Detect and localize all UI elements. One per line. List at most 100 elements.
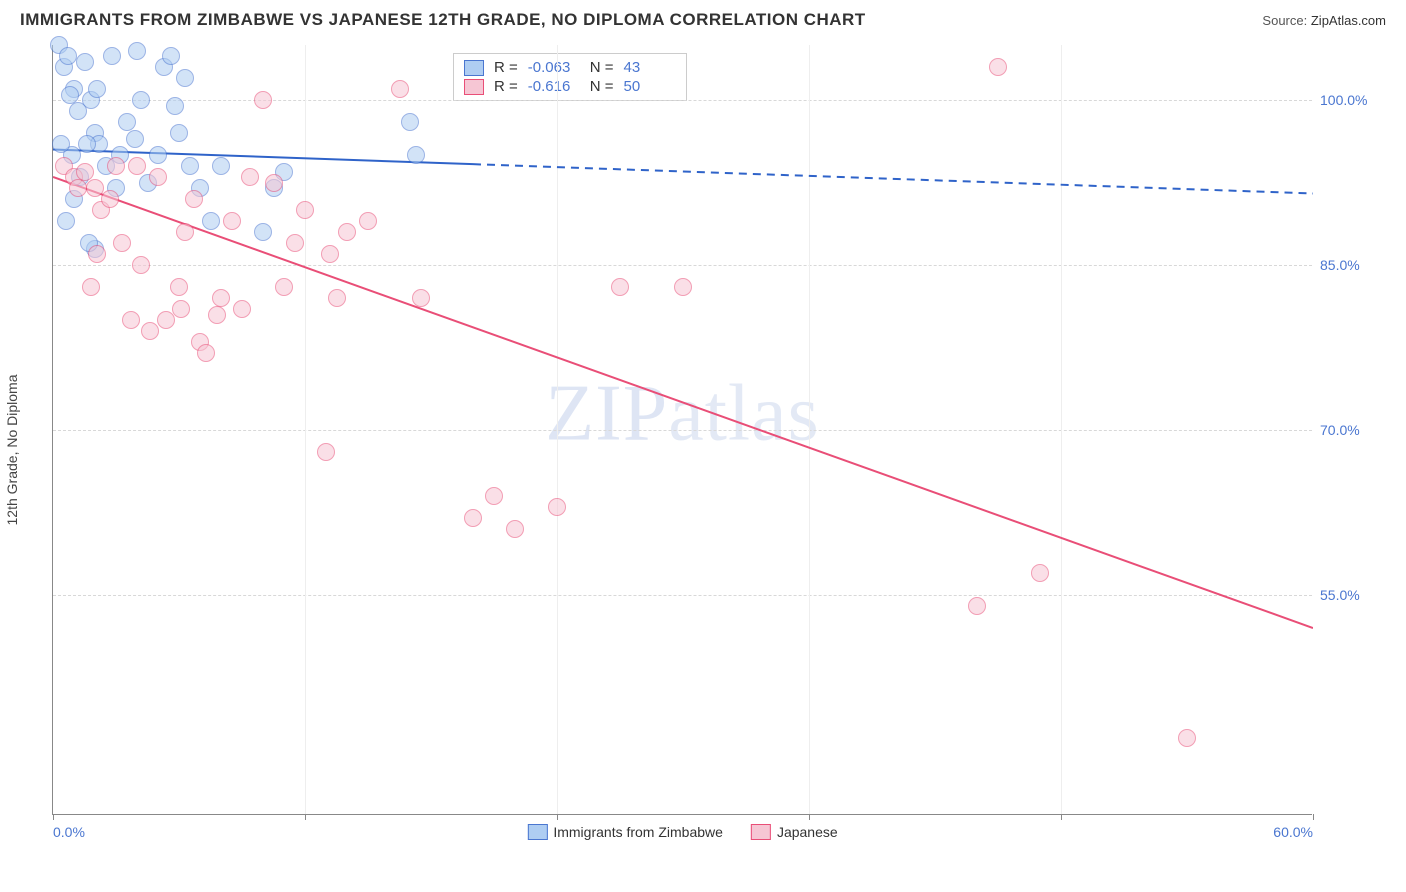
data-point-japanese [275,278,293,296]
data-point-japanese [674,278,692,296]
data-point-zimbabwe [176,69,194,87]
data-point-zimbabwe [401,113,419,131]
data-point-japanese [172,300,190,318]
source-attribution: Source: ZipAtlas.com [1262,13,1386,28]
data-point-japanese [141,322,159,340]
data-point-japanese [968,597,986,615]
data-point-japanese [128,157,146,175]
data-point-japanese [1178,729,1196,747]
data-point-japanese [208,306,226,324]
data-point-zimbabwe [407,146,425,164]
legend-row-japanese: R = -0.616 N = 50 [464,77,676,96]
trendline-solid-japanese [53,177,1313,628]
plot-area: ZIPatlas R = -0.063 N = 43 R = -0.616 N … [52,45,1312,815]
data-point-japanese [506,520,524,538]
watermark-logo: ZIPatlas [545,369,820,460]
y-tick-label: 55.0% [1320,587,1390,603]
data-point-japanese [359,212,377,230]
x-tick [1313,814,1314,820]
data-point-zimbabwe [132,91,150,109]
legend-label-zimbabwe: Immigrants from Zimbabwe [553,824,723,840]
trendline-dashed-zimbabwe [473,164,1313,193]
y-tick-label: 100.0% [1320,92,1390,108]
data-point-japanese [317,443,335,461]
data-point-zimbabwe [128,42,146,60]
data-point-japanese [391,80,409,98]
n-label: N = [590,59,614,76]
data-point-japanese [241,168,259,186]
data-point-japanese [223,212,241,230]
data-point-zimbabwe [52,135,70,153]
data-point-japanese [464,509,482,527]
data-point-japanese [170,278,188,296]
x-tick [53,814,54,820]
legend-label-japanese: Japanese [777,824,838,840]
correlation-legend: R = -0.063 N = 43 R = -0.616 N = 50 [453,53,687,101]
data-point-zimbabwe [149,146,167,164]
gridline-horizontal [53,430,1312,431]
data-point-japanese [76,163,94,181]
data-point-zimbabwe [202,212,220,230]
chart-container: 12th Grade, No Diploma ZIPatlas R = -0.0… [0,35,1406,865]
r-label: R = [494,78,518,95]
data-point-japanese [176,223,194,241]
data-point-japanese [212,289,230,307]
swatch-japanese [464,79,484,95]
data-point-japanese [101,190,119,208]
y-tick-label: 85.0% [1320,257,1390,273]
gridline-horizontal [53,100,1312,101]
data-point-japanese [88,245,106,263]
data-point-zimbabwe [61,86,79,104]
data-point-zimbabwe [181,157,199,175]
data-point-japanese [107,157,125,175]
data-point-japanese [69,179,87,197]
data-point-zimbabwe [170,124,188,142]
chart-title: IMMIGRANTS FROM ZIMBABWE VS JAPANESE 12T… [20,10,866,30]
source-label: Source: [1262,13,1307,28]
data-point-japanese [265,174,283,192]
legend-row-zimbabwe: R = -0.063 N = 43 [464,58,676,77]
r-value-japanese: -0.616 [528,78,580,95]
x-tick-label: 60.0% [1273,824,1313,840]
data-point-japanese [149,168,167,186]
data-point-zimbabwe [59,47,77,65]
data-point-japanese [338,223,356,241]
r-label: R = [494,59,518,76]
data-point-zimbabwe [212,157,230,175]
y-axis-label: 12th Grade, No Diploma [4,375,20,526]
data-point-zimbabwe [103,47,121,65]
x-tick [1061,814,1062,820]
data-point-japanese [1031,564,1049,582]
data-point-zimbabwe [88,80,106,98]
legend-item-zimbabwe: Immigrants from Zimbabwe [527,824,723,840]
data-point-zimbabwe [254,223,272,241]
data-point-japanese [122,311,140,329]
source-link[interactable]: ZipAtlas.com [1311,13,1386,28]
data-point-japanese [132,256,150,274]
data-point-japanese [412,289,430,307]
data-point-japanese [321,245,339,263]
data-point-zimbabwe [166,97,184,115]
data-point-zimbabwe [162,47,180,65]
swatch-zimbabwe [464,60,484,76]
header-bar: IMMIGRANTS FROM ZIMBABWE VS JAPANESE 12T… [0,0,1406,35]
gridline-horizontal [53,595,1312,596]
data-point-japanese [286,234,304,252]
data-point-japanese [197,344,215,362]
gridline-horizontal [53,265,1312,266]
data-point-japanese [254,91,272,109]
n-value-japanese: 50 [624,78,676,95]
data-point-japanese [548,498,566,516]
x-tick [557,814,558,820]
data-point-japanese [328,289,346,307]
swatch-japanese [751,824,771,840]
r-value-zimbabwe: -0.063 [528,59,580,76]
x-tick [305,814,306,820]
gridline-vertical [305,45,306,814]
y-tick-label: 70.0% [1320,422,1390,438]
data-point-japanese [296,201,314,219]
gridline-vertical [1061,45,1062,814]
data-point-japanese [989,58,1007,76]
data-point-zimbabwe [76,53,94,71]
series-legend: Immigrants from Zimbabwe Japanese [527,824,837,840]
